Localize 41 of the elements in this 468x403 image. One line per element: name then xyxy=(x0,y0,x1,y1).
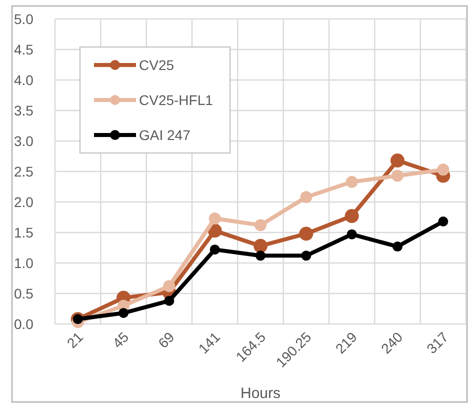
point xyxy=(346,229,357,240)
x-tick-label: 240 xyxy=(378,328,406,357)
x-tick-label: 317 xyxy=(423,328,452,357)
legend-label: GAI 247 xyxy=(139,126,191,143)
y-tick-label: 3.5 xyxy=(14,102,34,118)
x-tick-label: 45 xyxy=(109,328,132,352)
x-tick-label: 219 xyxy=(332,328,360,357)
point xyxy=(254,219,266,232)
point xyxy=(118,308,128,318)
y-tick-label: 2.0 xyxy=(14,194,34,210)
point xyxy=(392,242,402,252)
point xyxy=(390,154,404,168)
point xyxy=(210,244,220,255)
y-tick-label: 0.5 xyxy=(14,285,34,302)
point xyxy=(392,170,404,182)
x-tick-label: 21 xyxy=(64,328,86,352)
x-tick-label: 69 xyxy=(154,328,178,352)
y-tick-label: 4.5 xyxy=(14,41,34,58)
point xyxy=(438,216,448,227)
y-tick-label: 0.0 xyxy=(14,316,34,332)
y-tick-label: 3.0 xyxy=(14,132,34,149)
y-tick-label: 1.0 xyxy=(14,254,34,271)
y-tick-label: 5.0 xyxy=(14,10,34,27)
point xyxy=(437,164,450,176)
point xyxy=(164,296,174,306)
point xyxy=(344,209,359,224)
y-tick-label: 4.0 xyxy=(14,72,34,88)
point xyxy=(254,238,268,253)
point xyxy=(208,212,221,224)
legend-label: CV25 xyxy=(139,56,174,73)
point xyxy=(346,176,358,188)
point xyxy=(299,226,314,241)
x-tick-label: 141 xyxy=(195,328,224,357)
y-tick-label: 1.5 xyxy=(14,224,34,240)
y-tick-label: 2.5 xyxy=(14,163,34,180)
point xyxy=(163,280,176,292)
point xyxy=(256,250,266,261)
x-axis-title: Hours xyxy=(240,385,281,402)
point xyxy=(301,250,312,261)
point xyxy=(300,191,312,204)
legend-label: CV25-HFL1 xyxy=(139,92,214,108)
